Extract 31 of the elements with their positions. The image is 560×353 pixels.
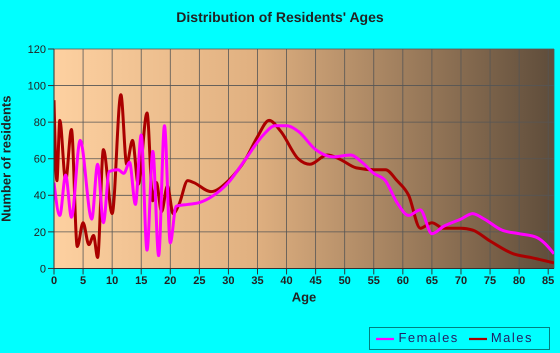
x-axis-title: Age	[292, 290, 316, 305]
x-tick-label: 45	[310, 275, 322, 288]
y-tick-label: 60	[34, 154, 46, 166]
x-tick-label: 15	[135, 275, 148, 288]
x-tick-label: 55	[368, 275, 380, 288]
y-tick-label: 80	[34, 117, 46, 130]
y-tick-label: 0	[40, 263, 46, 276]
x-tick-label: 80	[512, 275, 526, 288]
x-tick-label: 30	[222, 275, 235, 288]
x-tick-label: 0	[50, 275, 58, 288]
legend-label: Females	[398, 330, 459, 346]
x-tick-label: 20	[164, 275, 176, 288]
x-tick-label: 75	[484, 275, 496, 288]
y-tick-label: 120	[28, 44, 46, 56]
x-tick-label: 65	[426, 275, 438, 288]
x-tick-label: 70	[454, 275, 468, 288]
x-tick-label: 50	[338, 275, 351, 288]
y-tick-label: 40	[34, 190, 46, 202]
x-tick-label: 35	[251, 275, 264, 288]
line-series	[54, 124, 554, 258]
chart-title: Distribution of Residents' Ages	[175, 9, 385, 25]
y-tick-label: 20	[34, 226, 46, 239]
y-tick-label: 100	[28, 80, 46, 92]
x-tick-label: 25	[193, 275, 206, 288]
x-tick-label: 60	[396, 275, 409, 288]
x-tick-label: 85	[542, 275, 554, 288]
legend-label: Males	[490, 330, 533, 346]
x-tick-label: 5	[80, 275, 86, 288]
x-tick-label: 10	[106, 275, 118, 288]
x-tick-label: 40	[280, 275, 293, 288]
y-axis-title: Number of residents	[0, 96, 14, 222]
